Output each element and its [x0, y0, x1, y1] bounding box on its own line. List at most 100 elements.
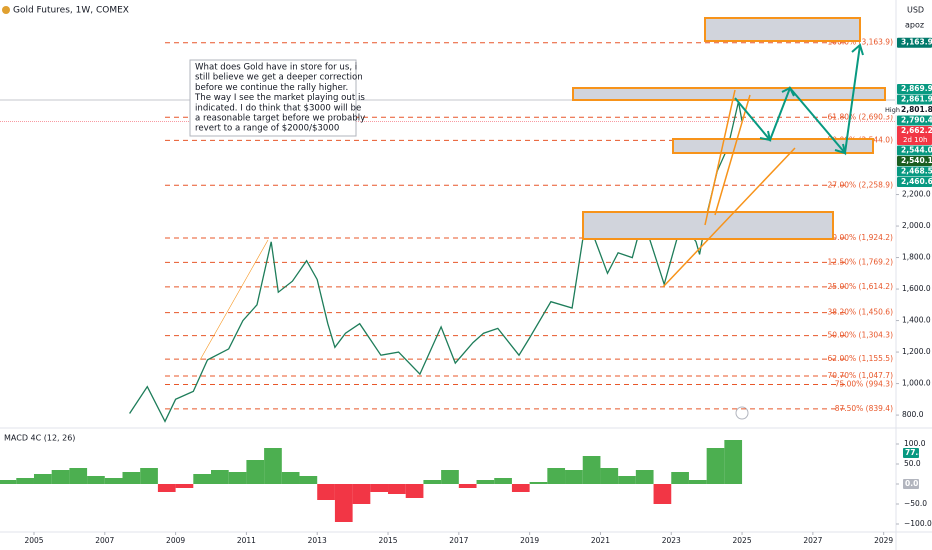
price-tag: [897, 156, 932, 167]
macd-bar: [653, 484, 672, 504]
x-tick-label: 2007: [95, 536, 114, 545]
fib-label: 25.00% (1,614.2): [828, 282, 894, 291]
zone-box: [704, 17, 861, 42]
y-tick-label: −100.0: [904, 519, 932, 528]
indicator-badge: [903, 448, 919, 458]
x-tick-label: 2029: [874, 536, 893, 545]
price-tag: [897, 115, 932, 126]
macd-bar: [51, 470, 70, 484]
x-tick-label: 2027: [803, 536, 822, 545]
fib-label: 0.00% (1,924.2): [832, 233, 893, 242]
trend-line: [714, 94, 751, 216]
price-tag-label: 2,544.0: [901, 146, 932, 155]
y-tick-label: 100.0: [904, 439, 926, 448]
fib-label: 75.00% (994.3): [835, 379, 893, 388]
macd-bar: [122, 472, 141, 484]
price-tag: [897, 94, 932, 105]
macd-bar: [352, 484, 371, 504]
zone-box: [572, 87, 886, 101]
note-line: revert to a range of $2000/$3000: [195, 124, 339, 134]
price-tag: [897, 177, 932, 188]
fib-label: 70.70% (1,047.7): [828, 371, 894, 380]
fib-label: 62.00% (1,155.5): [828, 354, 894, 363]
macd-bar: [547, 468, 566, 484]
price-tag-label: 2,801.8: [901, 105, 932, 114]
indicator-badge-label: 0.0: [905, 479, 918, 488]
macd-bar: [423, 480, 442, 484]
price-tag-sub: 2d 10h: [903, 136, 927, 144]
macd-bar: [511, 484, 530, 492]
y-tick-label: 1,000.0: [902, 379, 931, 388]
y-tick-label: 1,400.0: [902, 316, 931, 325]
fib-label: 50.00% (1,304.3): [828, 331, 894, 340]
x-tick-label: 2009: [166, 536, 185, 545]
macd-bar: [618, 476, 636, 484]
fib-label: 100.0% (3,163.9): [828, 38, 894, 47]
x-tick-label: 2017: [449, 536, 468, 545]
x-tick-label: 2021: [591, 536, 610, 545]
high-tag: [884, 105, 897, 116]
fib-label: -27.00% (2,258.9): [825, 180, 893, 189]
price-tag-label: 2,790.4: [901, 116, 932, 125]
macd-bar: [565, 470, 583, 484]
y-tick-label: 2,000.0: [902, 221, 931, 230]
price-tag: [897, 126, 932, 146]
x-tick-label: 2015: [378, 536, 397, 545]
macd-bar: [706, 448, 725, 484]
note: What does Gold have in store for us, ist…: [194, 63, 365, 134]
macd-bar: [299, 476, 318, 484]
note-line: What does Gold have in store for us, i: [195, 63, 357, 73]
y-tick-label: 2,200.0: [902, 190, 931, 199]
macd-bar: [69, 468, 88, 484]
macd-bar: [494, 478, 512, 484]
macd-bar: [458, 484, 477, 488]
macd-bar: [175, 484, 194, 488]
arrow-heads: [759, 43, 864, 155]
macd-bar: [334, 484, 353, 522]
note-line: still believe we get a deeper correction: [195, 73, 363, 83]
event-icon: [735, 406, 749, 420]
note-line: before we continue the rally higher.: [195, 83, 348, 93]
note-box: [189, 59, 357, 137]
fib-label: 61.80% (2,690.3): [828, 112, 894, 121]
macd-bar: [246, 460, 265, 484]
macd-bar: [33, 474, 52, 484]
x-tick-label: 2023: [662, 536, 681, 545]
fib-label: 87.50% (839.4): [835, 404, 893, 413]
macd-bar: [140, 468, 158, 484]
trend-line: [704, 89, 736, 226]
price-tag-label: 2,468.5: [901, 167, 932, 176]
macd-bar: [441, 470, 459, 484]
macd-bar: [388, 484, 406, 494]
fib-label: 38.20% (1,450.6): [828, 308, 894, 317]
y-tick-label: 50.0: [904, 459, 921, 468]
fib-trend-line: [199, 239, 269, 361]
indicator-title: MACD 4C (12, 26): [4, 434, 75, 443]
macd-bar: [16, 478, 34, 484]
note-line: a reasonable target before we probably: [195, 114, 365, 124]
macd-bar: [671, 472, 689, 484]
price-tag: [897, 37, 932, 48]
price-tag-label: 2,869.9: [901, 84, 932, 93]
macd-bar: [193, 474, 212, 484]
macd-bar: [228, 472, 247, 484]
macd-bar: [635, 470, 654, 484]
high-tag-label: High: [885, 106, 900, 114]
currency: USD: [907, 6, 924, 15]
symbol-icon: [2, 6, 10, 14]
macd-bar: [529, 482, 548, 484]
price-tag: [897, 105, 932, 116]
note-line: indicated. I do think that $3000 will be: [195, 103, 361, 113]
account: apoz: [905, 21, 924, 30]
macd-bar: [600, 468, 619, 484]
y-tick-label: 800.0: [902, 410, 924, 419]
macd-bar: [317, 484, 335, 500]
macd-bar: [104, 478, 123, 484]
macd-bar: [264, 448, 282, 484]
macd-bar: [370, 484, 389, 492]
macd-bar: [157, 484, 176, 492]
macd-bar: [688, 480, 707, 484]
y-tick-label: 1,600.0: [902, 284, 931, 293]
price-tag: [897, 84, 932, 95]
